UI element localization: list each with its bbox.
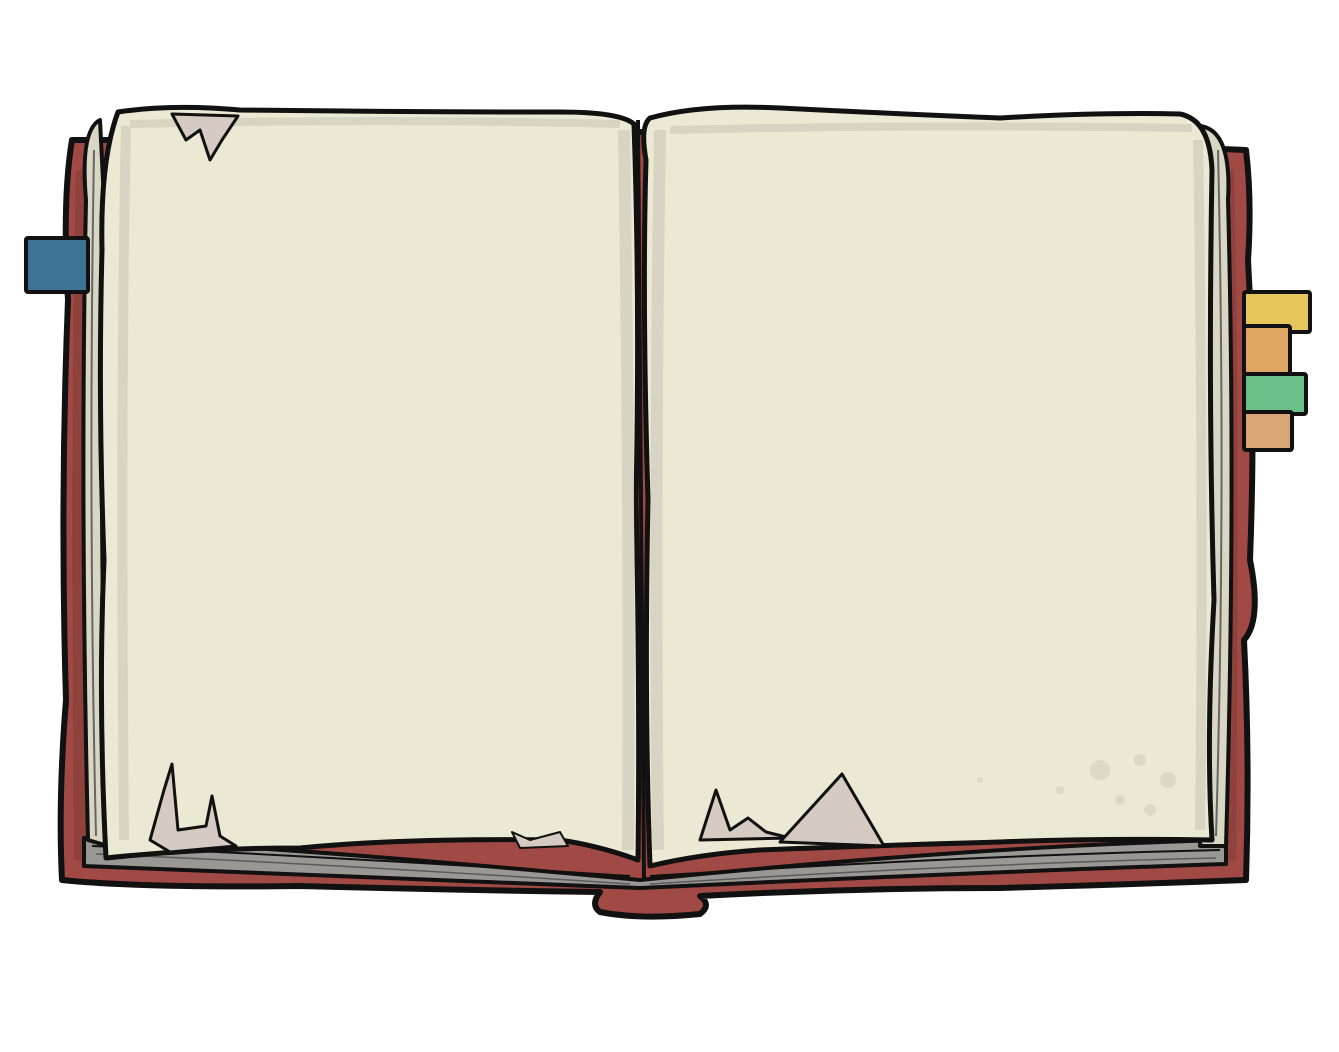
left-page [97,104,642,863]
bookmark-blue-tab [24,236,90,294]
spine-crease [636,119,646,881]
bookmark-green-tab [1242,372,1308,416]
page-stain [977,754,1176,816]
right-page [641,104,1217,869]
bookmark-orange-tab [1242,324,1292,376]
page-block [82,836,1228,890]
bookmark-tan-tab [1242,410,1294,452]
